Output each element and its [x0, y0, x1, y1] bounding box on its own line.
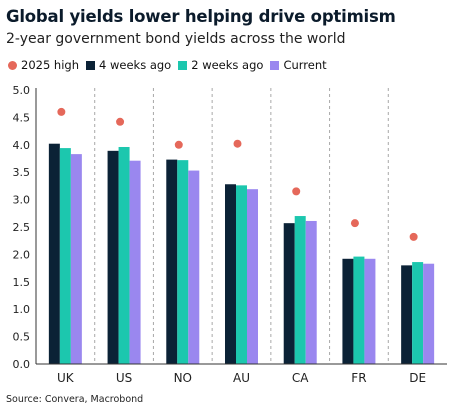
- legend-swatch-current: [270, 60, 280, 70]
- x-tick-label: AU: [233, 371, 250, 385]
- bar-current-us: [129, 160, 141, 364]
- y-tick-label: 1.0: [13, 303, 31, 316]
- y-tick-label: 4.5: [13, 111, 31, 124]
- bar-2-weeks-ago-no: [177, 160, 189, 364]
- y-tick-label: 4.0: [13, 139, 31, 152]
- bar-4-weeks-ago-au: [225, 184, 236, 364]
- y-tick-label: 2.0: [13, 248, 31, 261]
- high-dot-no: [174, 140, 183, 149]
- bar-current-fr: [364, 258, 376, 364]
- legend-label-current: Current: [283, 58, 327, 72]
- high-dot-us: [116, 117, 125, 126]
- legend: 2025 high 4 weeks ago 2 weeks ago Curren…: [8, 58, 334, 72]
- bar-4-weeks-ago-fr: [342, 258, 354, 364]
- bar-4-weeks-ago-ca: [283, 223, 295, 364]
- bar-2-weeks-ago-us: [118, 146, 130, 364]
- x-tick-label: UK: [57, 371, 75, 385]
- bar-4-weeks-ago-no: [166, 159, 178, 364]
- x-tick-label: NO: [174, 371, 192, 385]
- high-dot-ca: [292, 187, 301, 196]
- high-dot-au: [233, 139, 242, 148]
- legend-swatch-high: [8, 60, 17, 70]
- y-tick-label: 2.5: [13, 221, 31, 234]
- x-tick-label: US: [116, 371, 132, 385]
- chart-title: Global yields lower helping drive optimi…: [6, 7, 396, 26]
- bar-2-weeks-ago-de: [412, 262, 424, 364]
- bar-current-au: [247, 189, 258, 364]
- y-tick-label: 0.0: [13, 358, 31, 371]
- y-tick-label: 3.5: [13, 166, 31, 179]
- bar-2-weeks-ago-ca: [294, 216, 306, 364]
- bar-2-weeks-ago-au: [236, 185, 247, 364]
- legend-swatch-2-weeks: [178, 60, 188, 70]
- bar-4-weeks-ago-de: [401, 265, 413, 364]
- y-tick-label: 5.0: [13, 84, 31, 97]
- bar-current-ca: [305, 220, 317, 364]
- bar-4-weeks-ago-us: [107, 150, 119, 364]
- legend-item-current: Current: [270, 58, 327, 72]
- x-tick-label: FR: [351, 371, 366, 385]
- bar-2-weeks-ago-uk: [59, 148, 71, 364]
- bar-4-weeks-ago-uk: [48, 143, 60, 364]
- legend-item-2-weeks: 2 weeks ago: [178, 58, 263, 72]
- legend-swatch-4-weeks: [86, 60, 95, 70]
- high-dot-fr: [350, 219, 359, 228]
- source-note: Source: Convera, Macrobond: [6, 394, 144, 405]
- bar-2-weeks-ago-fr: [353, 256, 365, 364]
- legend-label-4-weeks: 4 weeks ago: [99, 58, 172, 72]
- legend-label-2-weeks: 2 weeks ago: [191, 58, 264, 72]
- high-dot-de: [409, 232, 418, 241]
- bar-current-uk: [70, 154, 82, 364]
- x-tick-label: CA: [292, 371, 309, 385]
- y-tick-label: 1.5: [13, 276, 31, 289]
- y-tick-label: 0.5: [13, 331, 31, 344]
- chart-subtitle: 2-year government bond yields across the…: [6, 31, 346, 47]
- y-tick-label: 3.0: [13, 194, 31, 207]
- x-tick-label: DE: [409, 371, 426, 385]
- bar-current-no: [188, 170, 200, 364]
- legend-item-high: 2025 high: [8, 58, 79, 72]
- legend-item-4-weeks: 4 weeks ago: [86, 58, 171, 72]
- high-dot-uk: [57, 107, 66, 116]
- legend-label-high: 2025 high: [21, 58, 79, 72]
- bar-current-de: [423, 263, 435, 364]
